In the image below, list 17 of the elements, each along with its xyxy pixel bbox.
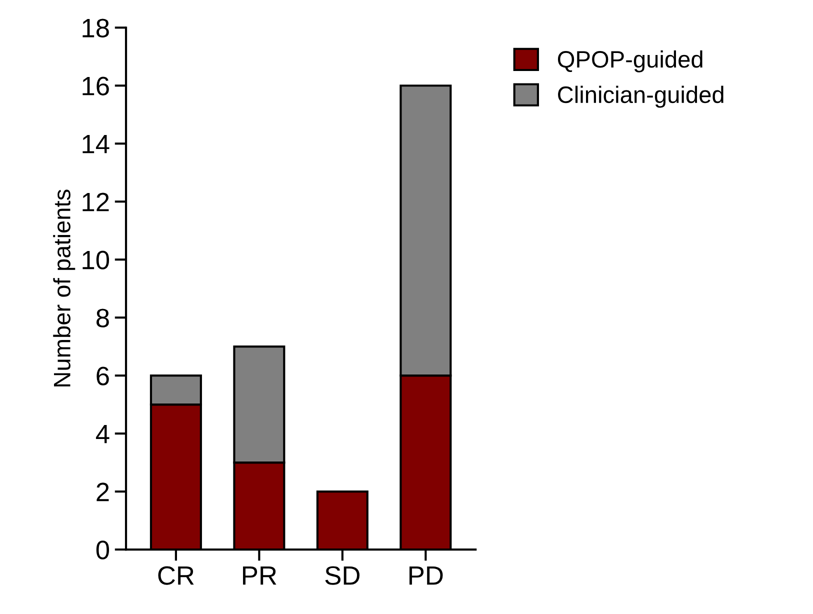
y-tick-label: 18 [82,18,109,38]
y-tick-label: 14 [82,135,110,154]
legend-label: Clinician-guided [558,86,724,108]
y-tick-label: 6 [96,366,109,386]
x-tick-label: CR [158,566,194,585]
y-tick-label: 10 [82,250,110,270]
x-tick-label: SD [325,566,360,585]
y-axis-title: Number of patients [53,190,76,386]
legend-label: QPOP-guided [558,50,702,72]
y-tick-label: 12 [82,192,109,212]
y-tick-label: 0 [96,540,110,560]
y-tick-label: 8 [96,308,109,328]
y-tick-label: 4 [96,424,110,444]
y-tick-label: 2 [96,482,109,502]
x-tick-label: PR [243,566,276,585]
y-tick-label: 16 [82,76,109,96]
x-tick-label: PD [410,566,443,585]
